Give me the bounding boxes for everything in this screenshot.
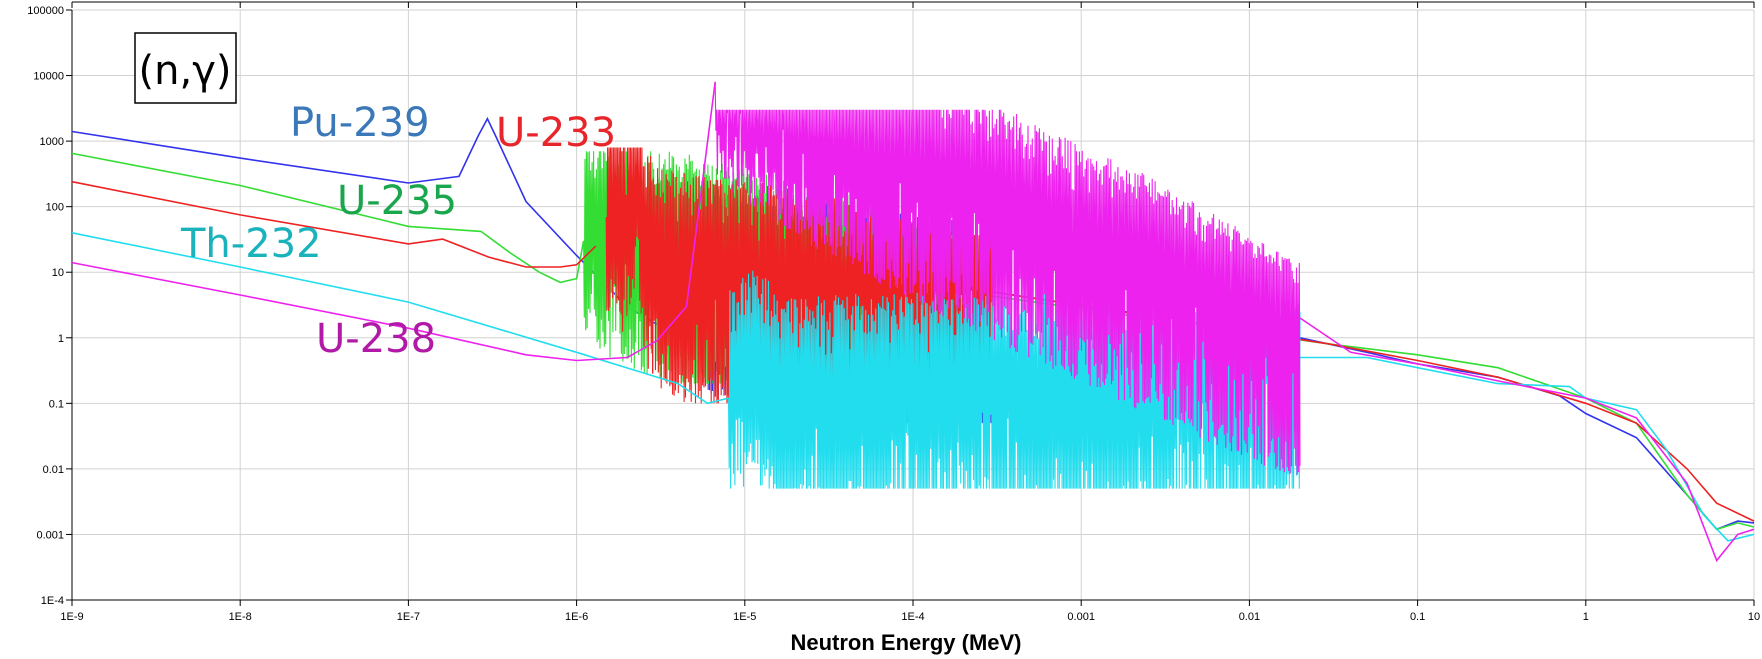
reaction-annotation: (n,γ) [134, 32, 237, 104]
series-label-pu-239: Pu-239 [290, 100, 430, 146]
y-tick-label: 10 [52, 267, 64, 279]
series-line-low-energy [71, 232, 729, 405]
series-resonance-forest [714, 81, 1301, 475]
x-tick-label: 1E-4 [901, 611, 924, 623]
x-tick-label: 1E-7 [397, 611, 420, 623]
axes [66, 1, 1755, 606]
y-tick-label: 100 [46, 202, 64, 214]
x-tick-label: 0.1 [1410, 611, 1425, 623]
series-line-low-energy [71, 152, 585, 284]
series-label-u-238: U-238 [316, 316, 436, 362]
x-axis-title: Neutron Energy (MeV) [790, 630, 1021, 655]
y-tick-label: 1E-4 [41, 595, 64, 607]
series-label-u-233: U-233 [496, 110, 616, 156]
x-tick-label: 0.01 [1239, 611, 1260, 623]
y-tick-label: 0.01 [43, 464, 64, 476]
x-tick-label: 1E-6 [565, 611, 588, 623]
series-line-high-energy [993, 291, 1755, 522]
series-label-th-232: Th-232 [180, 221, 322, 267]
y-tick-label: 1 [58, 333, 64, 345]
series-layer [71, 81, 1755, 563]
x-tick-label: 1E-9 [60, 611, 83, 623]
x-tick-label: 1 [1583, 611, 1589, 623]
series-line-high-energy [1299, 317, 1755, 563]
x-tick-label: 10 [1748, 611, 1760, 623]
series-labels: Pu-239 U-235 U-233 Th-232 U-238 [180, 100, 616, 362]
y-tick-label: 0.1 [49, 398, 64, 410]
y-tick-label: 10000 [33, 71, 64, 83]
x-tick-label: 1E-8 [229, 611, 252, 623]
reaction-annotation-box [134, 32, 237, 104]
x-tick-label: 0.001 [1067, 611, 1095, 623]
x-tick-label: 1E-5 [733, 611, 756, 623]
y-tick-label: 0.001 [36, 529, 64, 541]
reaction-annotation-text: (n,γ) [139, 48, 232, 94]
series-line-low-energy [71, 180, 597, 268]
y-tick-label: 100000 [27, 5, 64, 17]
series-line-low-energy [71, 81, 716, 362]
tick-labels: 1E-9 1E-8 1E-7 1E-6 1E-5 1E-4 0.001 0.01 0.1 1 10 1… [27, 5, 1760, 623]
y-tick-label: 1000 [40, 136, 64, 148]
series-u-238 [71, 81, 1755, 563]
series-label-u-235: U-235 [337, 178, 457, 224]
series-line-high-energy [963, 291, 1755, 531]
